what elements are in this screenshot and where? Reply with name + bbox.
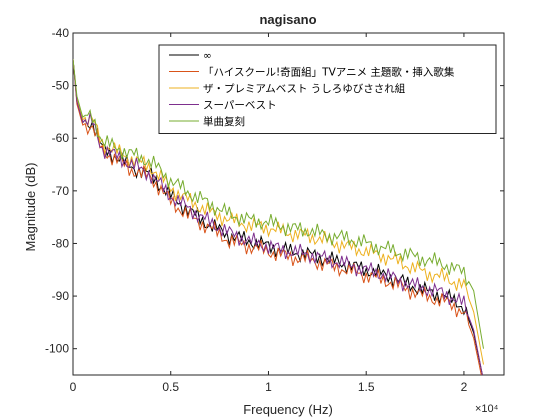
y-tick-label: -70 [52,184,70,198]
legend-label: 「ハイスクール!奇面組」TVアニメ 主題歌・挿入歌集 [203,66,455,79]
y-tick-label: -100 [45,342,69,356]
x-tick-label: 0 [70,380,77,394]
x-axis-label: Frequency (Hz) [243,402,333,417]
series-line [73,59,484,349]
x-exponent-label: ×10⁴ [475,403,499,415]
chart-title: nagisano [259,12,316,27]
x-tick-label: 1 [265,380,272,394]
y-tick-label: -60 [52,131,70,145]
series-line [73,59,483,375]
legend-label: スーパーベスト [203,100,277,112]
y-tick-label: -50 [52,79,70,93]
y-tick-label: -80 [52,236,70,250]
series-layer [73,59,484,375]
x-tick-label: 1.5 [358,380,375,394]
series-line [73,59,482,375]
legend-label: ∞ [203,50,212,62]
y-tick-label: -40 [52,26,70,40]
y-tick-label: -90 [52,289,70,303]
legend-label: ザ・プレミアムベスト うしろゆびさされ組 [203,82,406,95]
legend-label: 単曲复刻 [203,115,245,128]
tick-layer: 0 0.5 1 1.5 2 -100 -90 -80 -70 -60 -50 -40 [45,26,504,394]
x-tick-label: 2 [461,380,468,394]
y-axis-label: Magnitude (dB) [23,163,38,252]
legend-box [158,44,497,134]
x-tick-label: 0.5 [162,380,179,394]
